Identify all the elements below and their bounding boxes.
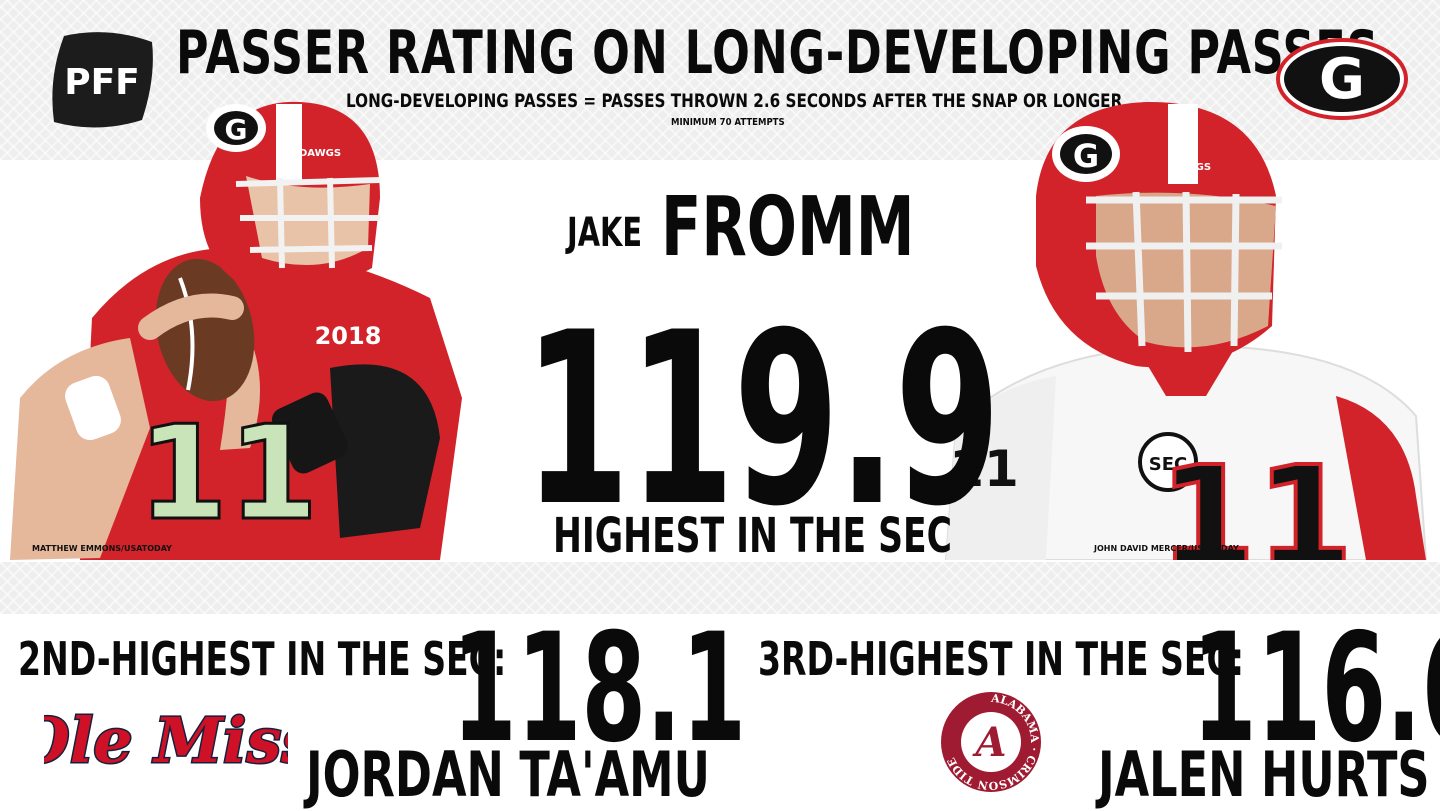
patch-2018: 2018 bbox=[315, 322, 382, 350]
pff-logo-text: PFF bbox=[64, 62, 140, 103]
divider-band bbox=[0, 562, 1440, 614]
bottom-panel bbox=[0, 614, 1440, 810]
georgia-g-logo: G bbox=[1276, 38, 1408, 120]
minimum-note: MINIMUM 70 ATTEMPTS bbox=[671, 117, 785, 128]
featured-rank-text: HIGHEST IN THE SEC bbox=[553, 508, 952, 564]
rank2-label: 2ND-HIGHEST IN THE SEC: bbox=[18, 632, 507, 686]
ole-miss-logo-text: Ole Miss bbox=[44, 704, 288, 777]
page-title: PASSER RATING ON LONG-DEVELOPING PASSES bbox=[176, 18, 1379, 88]
rank2-rating: 118.1 bbox=[452, 602, 747, 776]
helmet-g-right: G bbox=[1073, 137, 1099, 175]
rank3-label: 3RD-HIGHEST IN THE SEC: bbox=[758, 632, 1245, 686]
player-last-name: FROMM bbox=[661, 180, 915, 275]
rank2-player-name: JORDAN TA'AMU bbox=[306, 738, 710, 811]
sec-patch: SEC bbox=[1149, 454, 1187, 475]
rank3-player-name: JALEN HURTS bbox=[1098, 738, 1430, 811]
photo-credit-left: MATTHEW EMMONS/USATODAY bbox=[32, 544, 172, 553]
jersey-number-left: 11 bbox=[138, 397, 319, 549]
jersey-number-right: 11 bbox=[1159, 437, 1354, 560]
alabama-a-letter: A bbox=[971, 719, 1006, 766]
helmet-text-left: DAWGS bbox=[299, 148, 341, 159]
pff-logo: PFF bbox=[52, 32, 153, 128]
helmet-g-left: G bbox=[225, 113, 248, 146]
sleeve-number-right: 11 bbox=[949, 440, 1019, 498]
helmet-text-right: DAWGS bbox=[1169, 162, 1211, 173]
photo-credit-right: JOHN DAVID MERCER/USATODAY bbox=[1094, 544, 1239, 553]
georgia-g-letter: G bbox=[1319, 47, 1365, 112]
player-photo-right: G DAWGS SEC 11 11 bbox=[944, 101, 1428, 560]
featured-rating: 119.9 bbox=[524, 282, 1001, 559]
rank3-rating: 116.6 bbox=[1192, 602, 1440, 776]
ole-miss-logo: Ole Miss bbox=[44, 703, 288, 779]
alabama-logo: ALABAMA · CRIMSON TIDE A bbox=[941, 692, 1041, 792]
player-first-name: JAKE bbox=[567, 210, 643, 256]
page-subtitle: LONG-DEVELOPING PASSES = PASSES THROWN 2… bbox=[346, 90, 1123, 112]
player-photo-left: G DAWGS 2018 11 bbox=[10, 101, 462, 560]
